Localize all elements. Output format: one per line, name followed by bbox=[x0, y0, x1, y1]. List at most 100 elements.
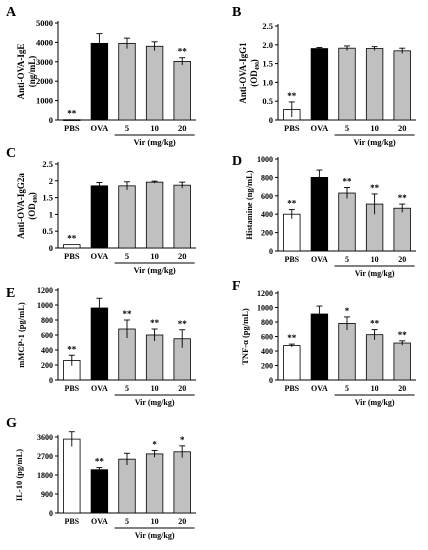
category-label: OVA bbox=[311, 255, 328, 264]
y-axis-label: TNF-α (pg/mL) bbox=[240, 308, 250, 365]
category-label: 20 bbox=[178, 123, 187, 133]
significance-mark: ** bbox=[67, 109, 77, 119]
bar bbox=[338, 47, 356, 121]
y-axis-label: (OD₄₉₀) bbox=[27, 192, 37, 220]
y-tick-label: 1000 bbox=[37, 301, 53, 310]
bar bbox=[90, 469, 109, 514]
bar bbox=[393, 50, 411, 121]
significance-mark: ** bbox=[370, 183, 380, 193]
bar bbox=[90, 42, 109, 121]
bar bbox=[365, 334, 384, 381]
category-label: 10 bbox=[371, 255, 379, 264]
y-axis-label: Anti-OVA-IgE bbox=[16, 44, 26, 100]
y-tick-label: 400 bbox=[261, 210, 273, 219]
y-tick-label: 1.0 bbox=[262, 77, 273, 87]
category-label: PBS bbox=[284, 123, 300, 133]
category-label: 5 bbox=[125, 251, 129, 261]
significance-mark: * bbox=[345, 306, 350, 316]
significance-mark: ** bbox=[370, 319, 380, 329]
y-tick-label: 800 bbox=[261, 173, 273, 182]
bar bbox=[63, 438, 81, 514]
bar bbox=[173, 61, 191, 121]
y-tick-label: 1000 bbox=[257, 304, 273, 313]
category-label: OVA bbox=[91, 123, 110, 133]
y-tick-label: 0 bbox=[269, 247, 273, 256]
significance-mark: * bbox=[180, 435, 185, 445]
category-label: 10 bbox=[151, 517, 159, 526]
y-axis-label: (OD₄₉₀) bbox=[249, 59, 259, 87]
category-label: 5 bbox=[345, 384, 349, 393]
category-label: 10 bbox=[370, 123, 379, 133]
significance-mark: ** bbox=[398, 193, 408, 203]
y-tick-label: 200 bbox=[261, 229, 273, 238]
y-tick-label: 200 bbox=[41, 361, 53, 370]
bar bbox=[145, 453, 164, 514]
y-tick-label: 1000 bbox=[257, 155, 273, 164]
y-axis-label: Histamine (ng/mL) bbox=[244, 170, 254, 239]
y-axis-label: IL-10 (pg/mL) bbox=[14, 449, 24, 501]
significance-mark: * bbox=[152, 440, 157, 450]
panel-letter: G bbox=[6, 416, 17, 431]
bar bbox=[118, 185, 136, 249]
y-tick-label: 1200 bbox=[37, 286, 53, 295]
x-group-label: Vir (mg/kg) bbox=[135, 398, 175, 407]
bar bbox=[145, 334, 164, 381]
category-label: 10 bbox=[150, 251, 159, 261]
panel-letter: F bbox=[232, 279, 241, 294]
y-tick-label: 0 bbox=[49, 243, 53, 253]
bar bbox=[338, 192, 356, 252]
y-tick-label: 1 bbox=[49, 209, 53, 219]
panel-a: A 0 1000 2000 3000 4000 5000 ** PBS OVA 5 10 ** 20Vi… bbox=[6, 5, 196, 147]
category-label: 5 bbox=[345, 255, 349, 264]
panel-e: E 0 200 400 600 800 1000 1200 ** PBS OVA ** 5 ** 10 **… bbox=[6, 286, 196, 407]
panel-d: D 0 200 400 600 800 1000 ** PBS OVA ** 5 ** 10 ** 20Vi… bbox=[232, 154, 416, 278]
category-label: 20 bbox=[178, 251, 187, 261]
bar bbox=[173, 451, 191, 514]
y-tick-label: 0 bbox=[49, 115, 53, 125]
category-label: PBS bbox=[64, 251, 80, 261]
y-axis-label: Anti-OVA-IgG1 bbox=[238, 42, 248, 104]
category-label: 20 bbox=[398, 384, 406, 393]
y-tick-label: 1200 bbox=[257, 289, 273, 298]
panel-letter: A bbox=[6, 5, 17, 20]
y-tick-label: 3600 bbox=[37, 433, 53, 442]
panel-f: F 0 200 400 600 800 1000 1200 ** PBS OVA * 5 ** 10 ** 2… bbox=[232, 279, 416, 407]
y-axis-label: mMCP-1 (pg/mL) bbox=[16, 302, 26, 368]
category-label: 10 bbox=[371, 384, 379, 393]
significance-mark: ** bbox=[95, 457, 105, 467]
y-tick-label: 0.5 bbox=[262, 96, 273, 106]
y-tick-label: 600 bbox=[261, 333, 273, 342]
significance-mark: ** bbox=[123, 309, 133, 319]
bar bbox=[338, 323, 356, 381]
significance-mark: ** bbox=[178, 319, 188, 329]
x-group-label: Vir (mg/kg) bbox=[133, 137, 175, 147]
y-tick-label: 400 bbox=[41, 346, 53, 355]
y-tick-label: 0.5 bbox=[42, 226, 53, 236]
y-tick-label: 1.5 bbox=[262, 59, 273, 69]
y-tick-label: 900 bbox=[41, 490, 53, 499]
y-tick-label: 1.5 bbox=[42, 193, 53, 203]
category-label: PBS bbox=[284, 255, 299, 264]
bar bbox=[310, 313, 329, 381]
y-tick-label: 0 bbox=[269, 115, 273, 125]
y-tick-label: 400 bbox=[261, 347, 273, 356]
category-label: 5 bbox=[125, 384, 129, 393]
y-tick-label: 2700 bbox=[37, 452, 53, 461]
significance-mark: ** bbox=[398, 330, 408, 340]
y-tick-label: 0 bbox=[49, 509, 53, 518]
y-tick-label: 2.5 bbox=[262, 21, 273, 31]
significance-mark: ** bbox=[67, 234, 77, 244]
category-label: 5 bbox=[345, 123, 349, 133]
bar bbox=[118, 42, 136, 121]
significance-mark: ** bbox=[67, 344, 77, 354]
bar bbox=[118, 458, 136, 514]
y-tick-label: 5000 bbox=[36, 18, 53, 28]
bar bbox=[145, 45, 164, 121]
bar bbox=[393, 207, 411, 252]
category-label: OVA bbox=[311, 123, 330, 133]
y-tick-label: 800 bbox=[41, 316, 53, 325]
category-label: 20 bbox=[178, 384, 186, 393]
y-axis-label: Anti-OVA-IgG2a bbox=[16, 173, 26, 239]
